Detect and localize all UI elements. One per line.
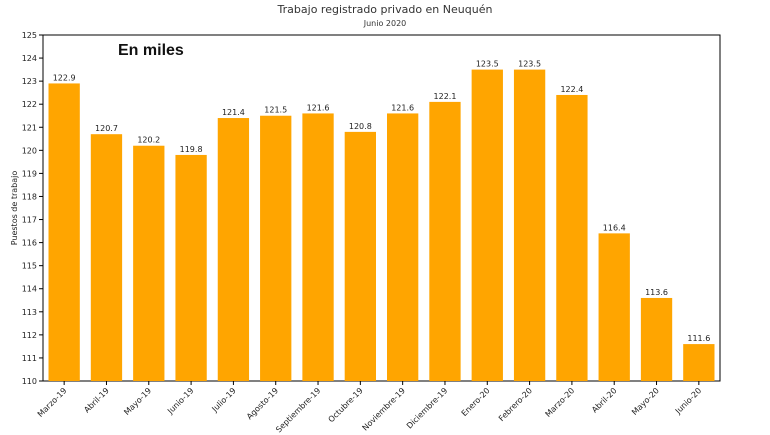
y-tick-label: 114 (22, 285, 37, 294)
data-label: 121.6 (307, 103, 330, 112)
x-tick-label: Diciembre-19 (405, 386, 449, 430)
x-tick-label: Septiembre-19 (274, 386, 322, 434)
y-tick-label: 119 (22, 169, 37, 178)
x-tick-label: Mayo-20 (630, 386, 661, 417)
bar-mayo-19 (133, 145, 165, 381)
data-label: 116.4 (603, 223, 626, 232)
y-tick-label: 110 (22, 377, 37, 386)
chart-subtitle: Junio 2020 (363, 19, 407, 28)
x-tick-label: Abril-19 (82, 386, 111, 415)
y-tick-label: 115 (22, 262, 37, 271)
x-tick-label: Julio-19 (210, 386, 238, 414)
x-tick-label: Marzo-19 (36, 386, 69, 419)
bar-abril-20 (598, 233, 630, 381)
x-tick-label: Febrero-20 (497, 386, 534, 423)
bar-julio-19 (217, 118, 250, 381)
bars-group (48, 69, 715, 382)
y-tick-label: 113 (22, 308, 37, 317)
y-tick-label: 122 (22, 100, 37, 109)
data-label: 119.8 (180, 145, 203, 154)
data-label: 122.4 (560, 85, 583, 94)
x-tick-label: Junio-19 (165, 386, 195, 416)
data-label: 111.6 (687, 334, 710, 343)
x-tick-label: Mayo-19 (122, 386, 153, 417)
x-tick-label: Abril-20 (590, 386, 619, 415)
y-tick-label: 118 (22, 192, 37, 201)
bar-noviembre-19 (387, 113, 419, 382)
bar-diciembre-19 (429, 101, 461, 381)
data-label: 121.6 (391, 103, 414, 112)
y-tick-label: 112 (22, 331, 37, 340)
data-label: 121.5 (264, 106, 287, 115)
data-labels-group: 122.9 120.7 120.2 119.8 121.4 121.5 121.6 120.8… (53, 60, 711, 343)
y-tick-label: 123 (22, 77, 37, 86)
x-tick-label: Noviembre-19 (361, 386, 407, 432)
data-label: 121.4 (222, 108, 245, 117)
x-tick-label: Enero-20 (460, 386, 492, 418)
y-tick-label: 121 (22, 123, 37, 132)
bar-abril-19 (90, 134, 123, 381)
bar-marzo-19 (48, 83, 80, 381)
data-label: 123.5 (476, 60, 499, 69)
x-axis: Marzo-19 Abril-19 Mayo-19 Junio-19 Julio-19 A… (36, 381, 703, 434)
y-tick-label: 117 (22, 216, 37, 225)
data-label: 120.8 (349, 122, 372, 131)
data-label: 122.9 (53, 73, 76, 82)
bar-febrero-20 (513, 69, 546, 381)
y-tick-label: 120 (22, 146, 37, 155)
chart-title: Trabajo registrado privado en Neuquén (277, 3, 493, 16)
bar-enero-20 (471, 69, 503, 381)
bar-junio-19 (175, 154, 207, 381)
x-tick-label: Marzo-20 (544, 386, 577, 419)
bar-septiembre-19 (302, 113, 334, 382)
y-tick-label: 124 (22, 54, 37, 63)
data-label: 113.6 (645, 288, 668, 297)
bar-marzo-20 (556, 94, 588, 381)
data-label: 122.1 (434, 92, 457, 101)
y-tick-label: 116 (22, 239, 37, 248)
y-tick-label: 111 (22, 354, 37, 363)
y-axis-label: Puestos de trabajo (10, 171, 19, 246)
y-axis: 110 111 112 113 114 115 116 117 118 119 120 121 122 1… (22, 31, 43, 386)
x-tick-label: Agosto-19 (245, 386, 280, 421)
data-label: 120.2 (137, 136, 160, 145)
bar-octubre-19 (344, 131, 376, 381)
bar-mayo-20 (640, 297, 673, 381)
units-annotation: En miles (118, 42, 184, 59)
data-label: 123.5 (518, 60, 541, 69)
bar-junio-20 (683, 344, 715, 381)
bar-agosto-19 (260, 115, 292, 381)
x-tick-label: Octubre-19 (327, 386, 365, 424)
y-tick-label: 125 (22, 31, 37, 40)
data-label: 120.7 (95, 124, 118, 133)
x-tick-label: Junio-20 (673, 386, 703, 416)
